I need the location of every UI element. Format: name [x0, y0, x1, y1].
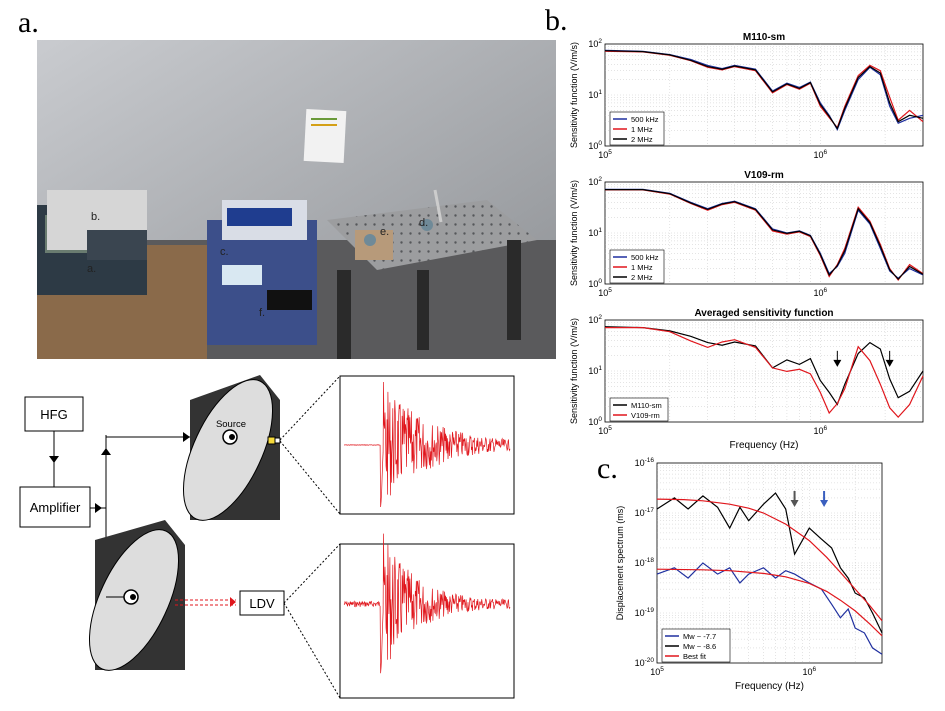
chart-title: V109-rm	[744, 170, 784, 181]
series-line	[656, 492, 883, 634]
series-line	[605, 189, 924, 280]
chart-v109-rm: 105 106 100 101 102 V109-rm Sensitivity functi…	[569, 170, 924, 298]
y-tick-label: 101	[588, 227, 602, 238]
y-tick-label: 102	[588, 38, 602, 49]
photo-label-e: e.	[380, 226, 389, 238]
photo-label-d: d.	[419, 217, 428, 229]
x-tick-label: 106	[813, 287, 827, 298]
photo-label-b: b.	[91, 211, 100, 223]
legend-entry: V109-rm	[631, 411, 660, 420]
y-tick-label: 101	[588, 89, 602, 100]
legend-entry: Best fit	[683, 652, 707, 661]
y-axis-label: Sensitivity function (V/m/s)	[569, 180, 579, 286]
chart-displacement-spectrum: 105 106 10-20 10-19 10-18 10-17 10-16 Displacem…	[615, 457, 883, 692]
panel-label-a: a.	[18, 6, 39, 39]
x-axis-label: Frequency (Hz)	[730, 440, 799, 451]
device-f	[267, 290, 312, 310]
series-line	[656, 568, 883, 637]
y-tick-label: 102	[588, 314, 602, 325]
annotation-arrowhead	[833, 359, 842, 367]
series-line	[656, 562, 883, 655]
chart-m110-sm: 105 106 100 101 102 M110-sm Sensitivity functi…	[569, 32, 924, 160]
x-tick-label: 105	[650, 666, 664, 677]
lab-setup-photo: b. a. c. d. e. f.	[37, 40, 556, 359]
y-tick-label: 100	[588, 140, 602, 151]
y-tick-label: 10-16	[635, 457, 655, 468]
panel-label-b: b.	[545, 4, 568, 37]
legend-entry: Mw ~ -7.7	[683, 632, 716, 641]
y-tick-label: 10-18	[635, 557, 655, 568]
annotation-arrowhead	[790, 500, 799, 507]
legend-entry: 1 MHz	[631, 125, 653, 134]
series-line	[604, 50, 924, 130]
y-tick-label: 10-19	[635, 607, 655, 618]
photo-label-c: c.	[220, 246, 229, 258]
experiment-schematic: HFG Amplifier Source LDV	[19, 375, 515, 699]
chart-title: Averaged sensitivity function	[694, 308, 833, 319]
ldv-label: LDV	[249, 596, 275, 611]
source-waveform	[344, 381, 511, 508]
panel-label-c: c.	[597, 452, 618, 485]
y-axis-label: Sensitivity function (V/m/s)	[569, 42, 579, 148]
legend-entry: 2 MHz	[631, 273, 653, 282]
y-axis-label: Sensitivity function (V/m/s)	[569, 318, 579, 424]
x-tick-label: 105	[598, 149, 612, 160]
annotation-arrowhead	[820, 500, 829, 507]
legend-entry: 500 kHz	[631, 115, 659, 124]
annotation-arrowhead	[885, 359, 894, 367]
y-axis-label: Displacement spectrum (ms)	[615, 506, 625, 621]
ldv-box	[239, 590, 285, 616]
legend-entry: 2 MHz	[631, 135, 653, 144]
paper-note	[303, 108, 347, 164]
legend-entry: 1 MHz	[631, 263, 653, 272]
series-line	[656, 498, 883, 622]
y-tick-label: 10-20	[635, 657, 655, 668]
y-tick-label: 100	[588, 278, 602, 289]
x-tick-label: 106	[813, 425, 827, 436]
photo-label-f: f.	[259, 307, 265, 319]
chart-averaged-sensitivity: 105 106 100 101 102 Averaged sensitivity func…	[569, 308, 924, 451]
amplifier-label: Amplifier	[30, 500, 81, 515]
y-tick-label: 100	[588, 416, 602, 427]
y-tick-label: 101	[588, 365, 602, 376]
legend-entry: 500 kHz	[631, 253, 659, 262]
x-tick-label: 106	[813, 149, 827, 160]
hfg-label: HFG	[40, 407, 67, 422]
ldv-waveform	[343, 533, 511, 674]
photo-label-a: a.	[87, 263, 96, 275]
legend-entry: Mw ~ -8.6	[683, 642, 716, 651]
x-tick-label: 105	[598, 287, 612, 298]
chart-title: M110-sm	[743, 32, 785, 43]
legend-entry: M110-sm	[631, 401, 662, 410]
series-line	[605, 327, 924, 418]
amplifier-box	[19, 486, 91, 528]
y-tick-label: 10-17	[635, 507, 655, 518]
source-label: Source	[216, 419, 246, 430]
x-axis-label: Frequency (Hz)	[735, 681, 804, 692]
series-line	[604, 326, 924, 406]
y-tick-label: 102	[588, 176, 602, 187]
x-tick-label: 106	[803, 666, 817, 677]
hfg-box	[24, 396, 84, 432]
x-tick-label: 105	[598, 425, 612, 436]
